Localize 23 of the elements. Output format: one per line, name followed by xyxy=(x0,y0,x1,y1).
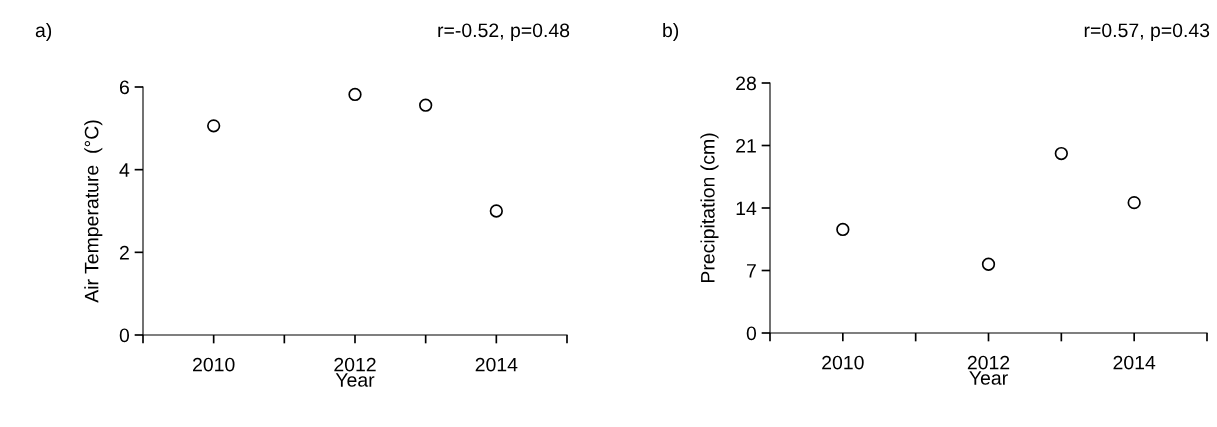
y-tick-label: 6 xyxy=(119,80,129,95)
y-axis-title: Air Temperature (°C) xyxy=(84,120,103,303)
x-axis-title: Year xyxy=(969,371,1008,385)
x-tick-label: 2010 xyxy=(822,355,864,370)
x-tick-label: 2014 xyxy=(1113,355,1156,370)
text: r=-0.52, p=0.48 xyxy=(438,23,570,42)
x-tick-label: 2012 xyxy=(334,357,376,372)
x-tick-label: 2012 xyxy=(967,355,1010,370)
y-tick-label: 0 xyxy=(746,326,757,341)
y-tick-label: 7 xyxy=(746,264,756,278)
x-axis-title: Year xyxy=(335,373,375,387)
y-tick-label: 28 xyxy=(736,76,756,91)
x-tick-label: 2010 xyxy=(193,357,235,372)
text: a) xyxy=(35,22,52,42)
text: r=0.57, p=0.43 xyxy=(1084,23,1210,42)
text: b) xyxy=(663,22,679,42)
y-axis-title: Precipitation (cm) xyxy=(700,133,719,283)
y-tick-label: 4 xyxy=(119,163,130,177)
y-tick-label: 2 xyxy=(119,245,129,260)
x-tick-label: 2014 xyxy=(475,357,518,372)
y-tick-label: 14 xyxy=(736,201,757,216)
y-tick-label: 21 xyxy=(736,138,756,153)
y-tick-label: 0 xyxy=(119,328,130,343)
